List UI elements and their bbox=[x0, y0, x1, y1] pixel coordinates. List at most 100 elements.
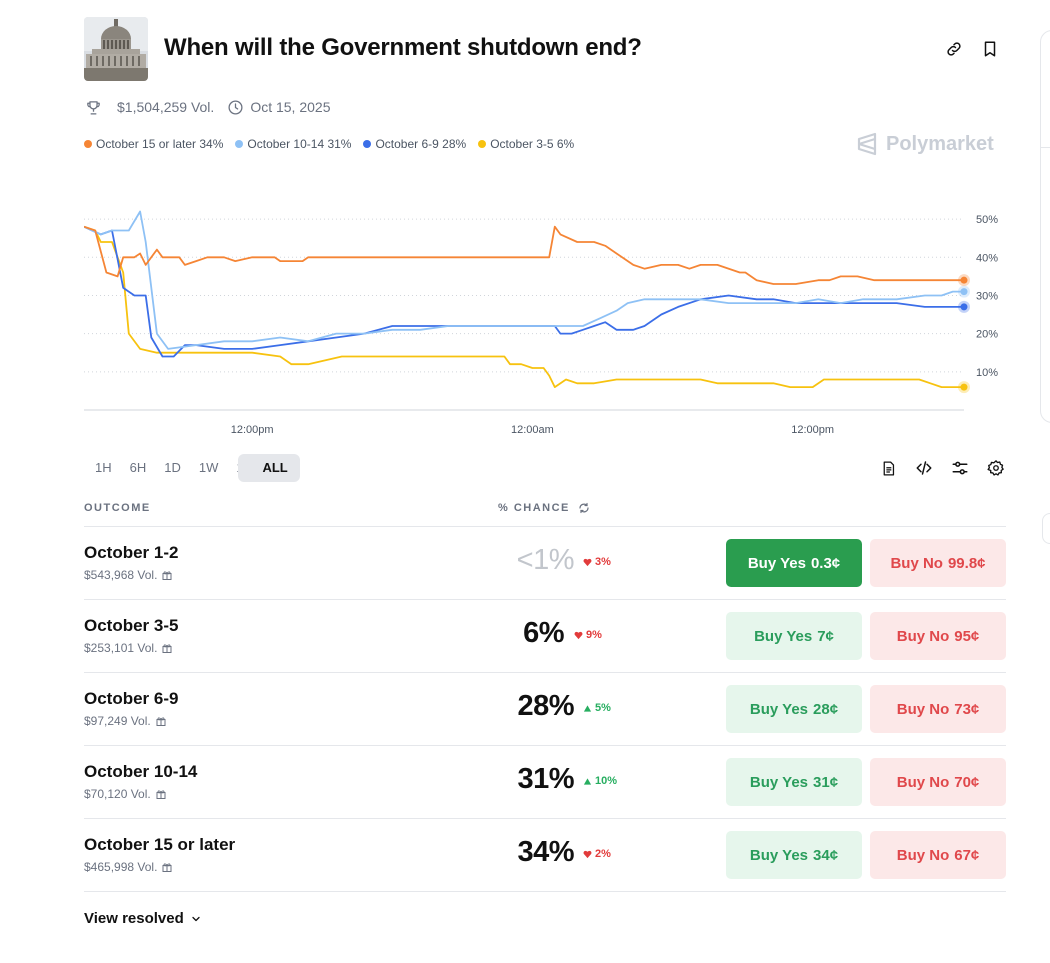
legend-label: October 6-9 28% bbox=[375, 137, 467, 151]
outcome-change: 3% bbox=[583, 556, 611, 568]
x-tick-label: 12:00pm bbox=[231, 424, 274, 436]
outcome-column-header: OUTCOME bbox=[84, 502, 151, 514]
buy-no-price: 99.8¢ bbox=[947, 554, 986, 572]
chart-legend: October 15 or later 34% October 10-14 31… bbox=[84, 137, 586, 151]
buy-yes-button[interactable]: Buy Yes 28¢ bbox=[726, 685, 862, 733]
buy-yes-button[interactable]: Buy Yes 7¢ bbox=[726, 612, 862, 660]
tab-all[interactable]: ALL bbox=[238, 454, 300, 482]
series-line bbox=[84, 225, 964, 358]
legend-item: October 6-9 28% bbox=[363, 137, 466, 151]
sliders-icon[interactable] bbox=[950, 458, 970, 478]
refresh-icon[interactable] bbox=[578, 502, 590, 514]
buy-no-button[interactable]: Buy No 73¢ bbox=[870, 685, 1006, 733]
gift-icon[interactable] bbox=[155, 788, 167, 800]
bookmark-icon[interactable] bbox=[978, 37, 1002, 61]
outcome-volume-text: $97,249 Vol. bbox=[84, 714, 151, 728]
end-date: Oct 15, 2025 bbox=[250, 99, 331, 115]
document-icon[interactable] bbox=[878, 458, 898, 478]
outcome-row[interactable]: October 10-14 $70,120 Vol. 31% 10% Buy Y… bbox=[84, 746, 1006, 819]
outcome-row[interactable]: October 3-5 $253,101 Vol. 6% 9% Buy Yes … bbox=[84, 600, 1006, 673]
y-tick-label: 20% bbox=[976, 329, 998, 341]
buy-yes-button[interactable]: Buy Yes 34¢ bbox=[726, 831, 862, 879]
polymarket-logo-icon bbox=[857, 132, 877, 156]
y-tick-label: 50% bbox=[976, 214, 998, 226]
buy-yes-price: 31¢ bbox=[813, 773, 839, 791]
outcome-change: 5% bbox=[583, 702, 611, 714]
gift-icon[interactable] bbox=[161, 642, 173, 654]
outcomes-table-header: OUTCOME % CHANCE bbox=[84, 502, 1006, 527]
buy-no-button[interactable]: Buy No 70¢ bbox=[870, 758, 1006, 806]
trophy-icon bbox=[84, 98, 102, 116]
buy-no-price: 70¢ bbox=[954, 773, 980, 791]
legend-dot bbox=[84, 140, 92, 148]
legend-item: October 10-14 31% bbox=[235, 137, 351, 151]
embed-code-icon[interactable] bbox=[914, 458, 934, 478]
legend-dot bbox=[235, 140, 244, 148]
buy-no-label: Buy No bbox=[896, 700, 950, 718]
buy-no-button[interactable]: Buy No 95¢ bbox=[870, 612, 1006, 660]
gift-icon[interactable] bbox=[161, 861, 173, 873]
outcome-chance: <1% bbox=[516, 544, 575, 576]
buy-yes-price: 34¢ bbox=[813, 846, 839, 864]
outcome-volume-text: $253,101 Vol. bbox=[84, 641, 158, 655]
polymarket-watermark: Polymarket bbox=[856, 132, 994, 156]
panel-chip-edge bbox=[1042, 513, 1050, 544]
outcome-row[interactable]: October 15 or later $465,998 Vol. 34% 2%… bbox=[84, 819, 1006, 892]
buy-yes-button[interactable]: Buy Yes 31¢ bbox=[726, 758, 862, 806]
trade-panel-edge bbox=[1040, 30, 1050, 423]
link-icon[interactable] bbox=[942, 37, 966, 61]
gift-icon[interactable] bbox=[161, 569, 173, 581]
outcome-change-value: 3% bbox=[595, 556, 611, 568]
buy-no-button[interactable]: Buy No 67¢ bbox=[870, 831, 1006, 879]
buy-yes-price: 28¢ bbox=[813, 700, 839, 718]
y-tick-label: 30% bbox=[976, 290, 998, 302]
outcome-volume: $97,249 Vol. bbox=[84, 714, 167, 728]
outcome-row[interactable]: October 1-2 $543,968 Vol. <1% 3% Buy Yes… bbox=[84, 527, 1006, 600]
price-history-chart[interactable]: 10% 20% 30% 40% 50% 12:00pm 12:00am 12:00pm bbox=[84, 180, 1006, 440]
series-endpoint bbox=[960, 276, 968, 284]
outcome-row[interactable]: October 6-9 $97,249 Vol. 28% 5% Buy Yes … bbox=[84, 673, 1006, 746]
outcome-name: October 10-14 bbox=[84, 762, 198, 781]
buy-no-label: Buy No bbox=[896, 627, 950, 645]
outcome-volume-text: $465,998 Vol. bbox=[84, 860, 158, 874]
tab-1d[interactable]: 1D bbox=[164, 460, 181, 475]
market-title: When will the Government shutdown end? bbox=[164, 34, 642, 61]
buy-no-button[interactable]: Buy No 99.8¢ bbox=[870, 539, 1006, 587]
outcome-volume: $253,101 Vol. bbox=[84, 641, 173, 655]
outcome-volume: $70,120 Vol. bbox=[84, 787, 167, 801]
tab-1h[interactable]: 1H bbox=[95, 460, 112, 475]
outcome-change-value: 2% bbox=[595, 848, 611, 860]
buy-no-price: 67¢ bbox=[954, 846, 980, 864]
gift-icon[interactable] bbox=[155, 715, 167, 727]
outcome-chance: 34% bbox=[517, 836, 574, 868]
settings-icon[interactable] bbox=[986, 458, 1006, 478]
buy-yes-label: Buy Yes bbox=[749, 773, 809, 791]
series-endpoint bbox=[960, 288, 968, 296]
outcome-name: October 3-5 bbox=[84, 616, 179, 635]
view-resolved-button[interactable]: View resolved bbox=[84, 910, 202, 927]
chance-column-label: % CHANCE bbox=[498, 502, 570, 514]
outcome-chance: 28% bbox=[517, 690, 574, 722]
x-tick-label: 12:00pm bbox=[791, 424, 834, 436]
outcome-change: 9% bbox=[574, 629, 602, 641]
series-line bbox=[84, 210, 964, 350]
legend-label: October 15 or later 34% bbox=[96, 137, 224, 151]
buy-yes-label: Buy Yes bbox=[754, 627, 813, 645]
tab-1w[interactable]: 1W bbox=[198, 460, 219, 475]
buy-yes-button[interactable]: Buy Yes 0.3¢ bbox=[726, 539, 862, 587]
outcome-volume: $465,998 Vol. bbox=[84, 860, 173, 874]
buy-no-label: Buy No bbox=[896, 773, 950, 791]
buy-yes-price: 0.3¢ bbox=[810, 554, 841, 572]
legend-dot bbox=[478, 140, 487, 148]
outcome-volume-text: $543,968 Vol. bbox=[84, 568, 158, 582]
series-endpoint bbox=[960, 303, 968, 311]
buy-yes-label: Buy Yes bbox=[747, 554, 806, 572]
outcome-chance: 6% bbox=[523, 617, 564, 649]
tab-6h[interactable]: 6H bbox=[129, 460, 147, 475]
legend-item: October 15 or later 34% bbox=[84, 137, 223, 151]
outcome-change: 2% bbox=[583, 848, 611, 860]
legend-label: October 3-5 6% bbox=[490, 137, 575, 151]
buy-yes-label: Buy Yes bbox=[749, 846, 809, 864]
outcome-change: 10% bbox=[583, 775, 617, 787]
triangle-up-icon bbox=[583, 777, 592, 785]
